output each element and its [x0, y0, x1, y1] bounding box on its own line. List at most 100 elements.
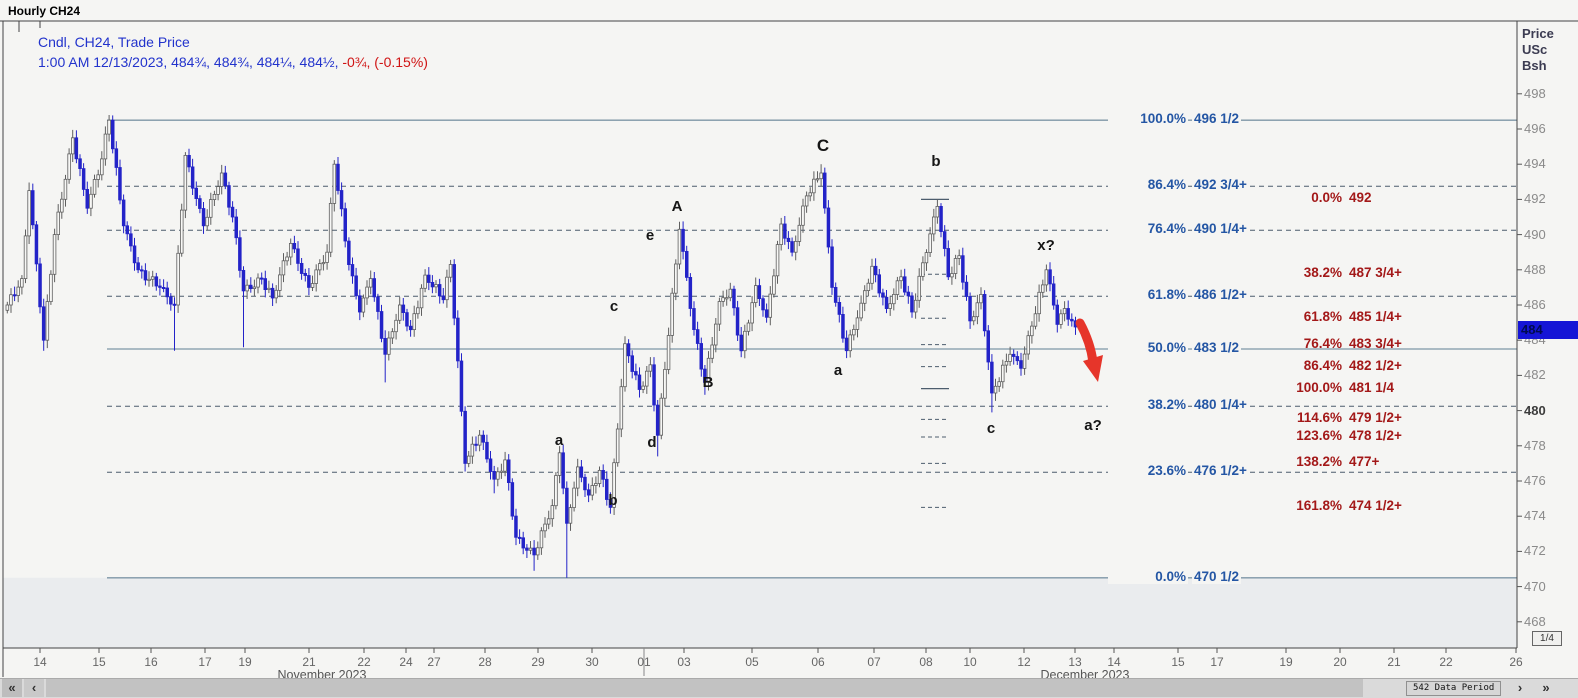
candle [790, 241, 794, 253]
candle [445, 276, 449, 301]
time-scrollbar-thumb[interactable] [46, 679, 1363, 697]
candle [1051, 283, 1056, 306]
candle [932, 216, 936, 235]
candle [357, 295, 362, 313]
tick-size-box: 1/4 [1532, 631, 1562, 646]
candle [783, 223, 787, 239]
below-zero-shading [3, 577, 1517, 648]
candle [630, 355, 635, 372]
candle [118, 167, 122, 201]
candle [917, 275, 922, 301]
candle [1062, 308, 1067, 315]
elliott-wave-label: b [931, 153, 941, 170]
candle [543, 523, 547, 532]
candle [590, 485, 595, 496]
candle [361, 297, 366, 313]
scroll-right-button[interactable]: › [1510, 679, 1530, 697]
candle [368, 278, 373, 288]
elliott-wave-label: C [816, 136, 830, 155]
candle [1066, 308, 1070, 320]
candle [532, 547, 536, 556]
candle [863, 290, 867, 304]
candle [139, 269, 144, 272]
candle [332, 163, 337, 204]
candle [881, 292, 885, 298]
scroll-left-button[interactable]: ‹ [24, 679, 44, 697]
candle [161, 286, 166, 289]
candle [1026, 335, 1031, 355]
candle [528, 547, 533, 551]
candle [605, 478, 609, 500]
candle [910, 295, 914, 313]
candle [321, 262, 326, 265]
candle [187, 154, 191, 168]
candle [270, 287, 275, 299]
candle [652, 364, 656, 406]
candle [921, 262, 925, 277]
x-axis-tick-label: 05 [745, 655, 759, 669]
candle [27, 190, 31, 237]
x-axis-tick-label: 30 [585, 655, 599, 669]
y-axis-tick-label: 496 [1524, 121, 1546, 136]
candle [641, 385, 645, 390]
candle [786, 237, 791, 243]
candle [20, 278, 24, 288]
candle [728, 288, 733, 299]
candle [815, 178, 820, 181]
candle [466, 455, 471, 464]
legend-quote-change: -0¾, (-0.15%) [342, 54, 428, 70]
candle [583, 476, 587, 491]
candle [150, 276, 155, 280]
candle [710, 344, 714, 359]
x-axis-tick-label: 26 [1509, 655, 1523, 669]
candle [975, 302, 980, 318]
candle [423, 274, 427, 289]
legend-quote: 1:00 AM 12/13/2023, 484¾, 484¾, 484¼, 48… [38, 54, 428, 70]
candle [772, 275, 776, 295]
scroll-far-right-button[interactable]: » [1536, 679, 1556, 697]
candle [96, 174, 100, 180]
candle [1070, 318, 1074, 322]
candle [982, 293, 987, 332]
candle [456, 317, 460, 362]
candle [426, 274, 431, 283]
candle [245, 284, 249, 292]
candle [546, 518, 551, 525]
candle [408, 325, 413, 331]
candle [365, 286, 369, 299]
candle [252, 286, 257, 290]
scroll-far-left-button[interactable]: « [2, 679, 22, 697]
candle [354, 275, 358, 297]
candle [688, 276, 693, 309]
candle [114, 148, 119, 168]
candle [946, 248, 951, 278]
candle [659, 397, 664, 436]
x-axis-tick-label: 21 [302, 655, 316, 669]
candle [241, 269, 246, 292]
candle [597, 469, 602, 484]
candle [434, 284, 438, 288]
candle [586, 489, 591, 496]
candle [107, 119, 111, 135]
candle [303, 272, 307, 276]
x-axis-tick-label: 22 [357, 655, 371, 669]
candle [238, 237, 242, 271]
candle [859, 302, 863, 319]
last-price-badge: 484 [1518, 321, 1578, 339]
x-axis-tick-label: 22 [1439, 655, 1453, 669]
candle [939, 205, 943, 232]
candle [964, 281, 969, 297]
candle [706, 357, 711, 383]
candle [735, 307, 740, 336]
candle [474, 443, 478, 446]
candle [52, 234, 57, 275]
candle [906, 291, 911, 297]
price-axis-title-line: USc [1522, 42, 1548, 57]
candle [56, 211, 61, 236]
candle [761, 298, 765, 311]
y-axis-tick-label: 492 [1524, 191, 1546, 206]
candle [459, 360, 464, 412]
candle [717, 301, 722, 325]
candle [343, 208, 347, 242]
